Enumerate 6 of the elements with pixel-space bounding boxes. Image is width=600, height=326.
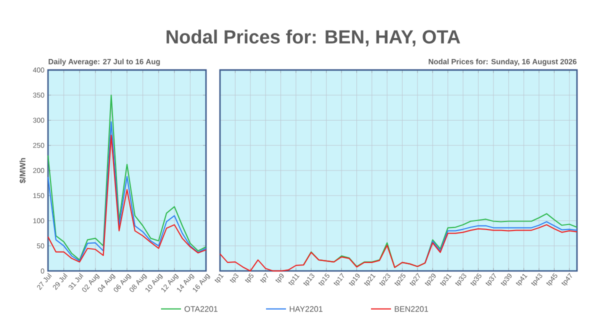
legend-label: HAY2201 xyxy=(290,306,322,312)
line-series xyxy=(47,94,207,260)
legend-label: BEN2201 xyxy=(394,306,428,312)
text: Nodal Prices for: BEN, HAY, OTA xyxy=(166,30,460,46)
y-axis-title: $/MWh xyxy=(19,158,26,184)
legend-label: OTA2201 xyxy=(184,306,218,312)
